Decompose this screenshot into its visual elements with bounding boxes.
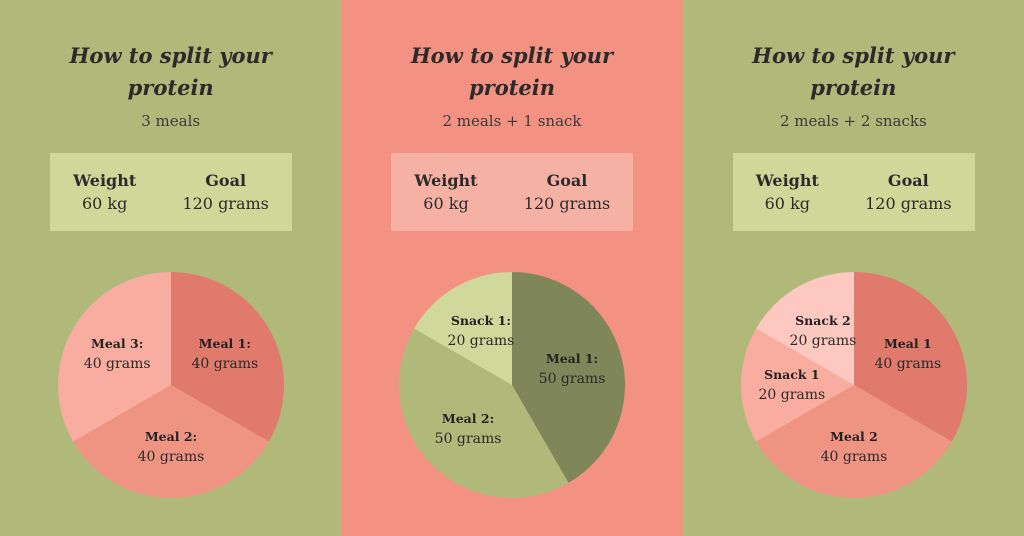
- panel-2-meals-1-snack: How to split your protein 2 meals + 1 sn…: [341, 0, 683, 536]
- slice-name-label: Snack 1: [764, 367, 820, 382]
- panel-title: How to split your protein: [752, 43, 955, 100]
- slice-value-label: 20 grams: [758, 387, 825, 403]
- goal-value: 120 grams: [865, 194, 952, 213]
- slice-value-label: 50 grams: [539, 371, 606, 387]
- pie-slice: [755, 272, 854, 385]
- slice-name-label: Meal 1:: [546, 351, 598, 366]
- weight-value: 60 kg: [81, 194, 128, 213]
- slice-value-label: 40 grams: [84, 356, 151, 372]
- goal-label: Goal: [546, 171, 588, 190]
- goal-value: 120 grams: [523, 194, 611, 213]
- pie-slice: [740, 328, 854, 442]
- weight-value: 60 kg: [423, 194, 469, 213]
- stat-box: Weight 60 kg Goal 120 grams: [391, 153, 634, 231]
- pie-slice: [414, 272, 513, 385]
- weight-label: Weight: [755, 171, 819, 190]
- stat-box: Weight 60 kg Goal 120 grams: [50, 153, 292, 231]
- pie-slice: [58, 272, 171, 442]
- stat-box: Weight 60 kg Goal 120 grams: [732, 153, 975, 231]
- slice-name-label: Meal 1: [884, 336, 932, 351]
- slice-value-label: 40 grams: [191, 356, 258, 372]
- slice-value-label: 40 grams: [820, 449, 887, 465]
- goal-value: 120 grams: [182, 194, 269, 213]
- slice-name-label: Meal 3:: [91, 336, 143, 351]
- weight-stat: Weight 60 kg: [756, 171, 819, 213]
- pie-slice: [399, 328, 569, 498]
- weight-stat: Weight 60 kg: [73, 171, 136, 213]
- weight-value: 60 kg: [764, 194, 811, 213]
- panel-subtitle: 2 meals + 1 snack: [442, 112, 582, 130]
- pie-chart-2-meals-2-snacks: Meal 1 40 grams Meal 2 40 grams Snack 1 20 gr…: [740, 272, 967, 498]
- goal-label: Goal: [887, 171, 929, 190]
- goal-label: Goal: [205, 171, 247, 190]
- pie-chart-2-meals-1-snack: Meal 1: 50 grams Meal 2: 50 grams Snack 1: 20…: [399, 272, 626, 498]
- panel-2-meals-2-snacks: How to split your protein 2 meals + 2 sn…: [682, 0, 1024, 536]
- slice-name-label: Snack 1:: [451, 313, 511, 328]
- pie-slice: [853, 272, 967, 442]
- slice-value-label: 20 grams: [448, 333, 515, 349]
- panel-subtitle: 2 meals + 2 snacks: [779, 112, 927, 130]
- pie-slice: [755, 385, 952, 498]
- goal-stat: Goal 120 grams: [182, 171, 268, 213]
- goal-stat: Goal 120 grams: [865, 171, 951, 213]
- panel-subtitle: 3 meals: [141, 112, 201, 130]
- pie-chart-3-meals: Meal 1: 40 grams Meal 2: 40 grams Meal 3: 40 …: [58, 272, 284, 498]
- slice-name-label: Meal 2:: [145, 429, 197, 444]
- slice-value-label: 50 grams: [435, 431, 502, 447]
- weight-stat: Weight 60 kg: [414, 171, 477, 213]
- slice-name-label: Meal 2:: [442, 411, 494, 426]
- slice-name-label: Meal 1:: [199, 336, 251, 351]
- weight-label: Weight: [73, 171, 137, 190]
- panel-3-meals: How to split your protein 3 meals Weight…: [0, 0, 342, 536]
- slice-name-label: Meal 2: [830, 429, 878, 444]
- pie-slice: [171, 272, 284, 442]
- slice-value-label: 40 grams: [874, 356, 941, 372]
- slice-value-label: 40 grams: [138, 449, 205, 465]
- panel-title: How to split your protein: [410, 43, 614, 100]
- slice-value-label: 20 grams: [789, 333, 856, 349]
- pie-slice: [512, 272, 626, 483]
- panel-title: How to split your protein: [69, 43, 272, 100]
- goal-stat: Goal 120 grams: [524, 171, 610, 213]
- weight-label: Weight: [414, 171, 478, 190]
- slice-name-label: Snack 2: [795, 313, 851, 328]
